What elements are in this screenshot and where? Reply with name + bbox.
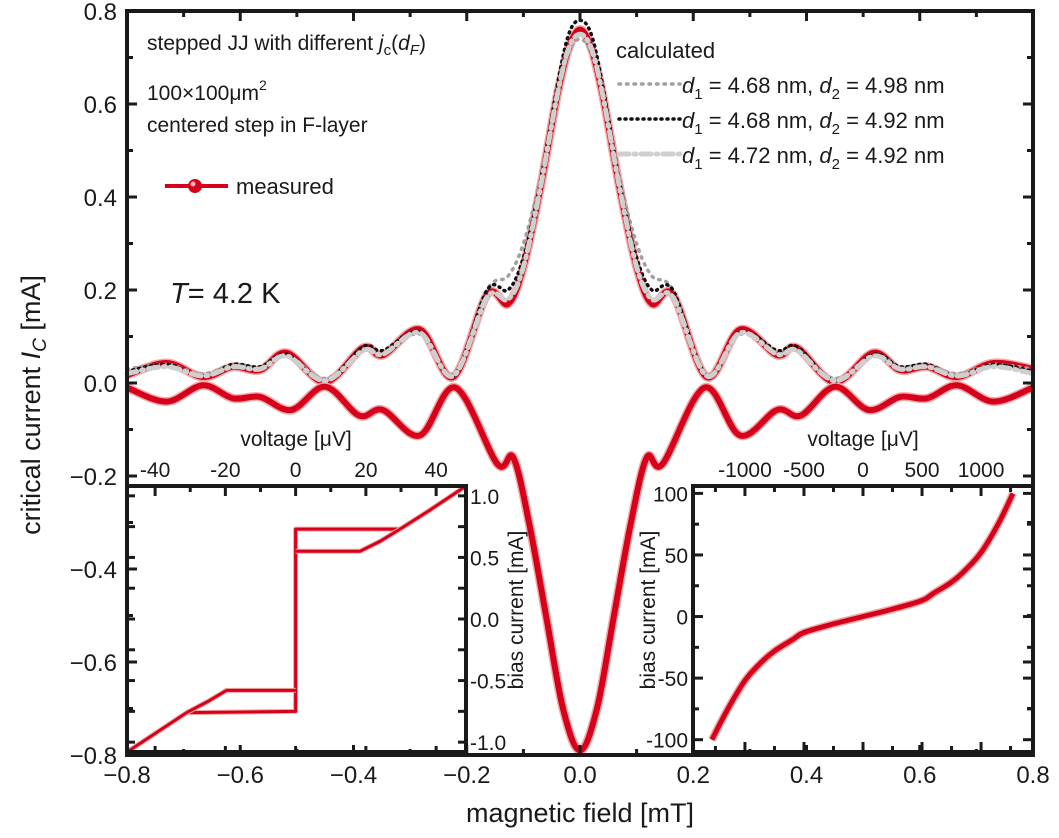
calculated-series-1-line — [125, 37, 1035, 381]
inset-left-x-tick-label: -20 — [210, 459, 240, 482]
inset-measured-line-2 — [295, 527, 401, 553]
legend-calculated-title: calculated — [616, 38, 715, 63]
inset-right-iv-curve — [693, 486, 1033, 752]
x-tick-label: 0.0 — [563, 762, 596, 789]
legend-measured-label: measured — [236, 174, 334, 199]
legend-measured: measured — [165, 174, 334, 199]
inset-left-x-title: voltage [μV] — [240, 428, 351, 451]
x-axis-title: magnetic field [mT] — [466, 798, 694, 828]
inset-left-y-title: bias current [mA] — [505, 531, 528, 690]
inset-right-x-tick-label: 1000 — [958, 459, 1005, 482]
inset-left-iv-curve — [125, 483, 468, 755]
y-tick-label: −0.2 — [70, 464, 117, 491]
inset-left-y-tick-label: 0.5 — [470, 547, 499, 570]
y-tick-label: −0.4 — [70, 557, 117, 584]
legend-calculated: calculated d1 = 4.68 nm, d2 = 4.98 nm d1… — [616, 38, 945, 173]
annotation-step: centered step in F-layer — [147, 114, 368, 137]
legend-measured-marker — [188, 179, 202, 193]
x-tick-label: 0.2 — [677, 762, 710, 789]
y-tick-label: −0.6 — [70, 650, 117, 677]
x-tick-label: 0.6 — [903, 762, 936, 789]
x-tick-label: −0.6 — [217, 762, 264, 789]
x-tick-label: 0.4 — [790, 762, 823, 789]
y-tick-label: 0.2 — [84, 278, 117, 305]
inset-left-x-tick-label: -40 — [140, 459, 170, 482]
y-tick-label: −0.8 — [70, 743, 117, 770]
x-tick-label: −0.4 — [330, 762, 377, 789]
legend-label-calc3: d1 = 4.72 nm, d2 = 4.92 nm — [682, 143, 945, 173]
inset-right-y-title: bias current [mA] — [637, 531, 660, 690]
inset-measured-line-0 — [709, 492, 1016, 741]
x-tick-label: 0.8 — [1016, 762, 1049, 789]
inset-right-y-tick-label: -100 — [646, 730, 688, 753]
inset-right-x-tick-label: 500 — [905, 459, 940, 482]
inset-left-y-tick-label: -0.5 — [470, 671, 506, 694]
inset-left-x-tick-label: 20 — [354, 459, 377, 482]
legend-label-calc2: d1 = 4.68 nm, d2 = 4.92 nm — [682, 108, 945, 138]
legend-label-calc1: d1 = 4.68 nm, d2 = 4.98 nm — [682, 73, 945, 103]
inset-left-x-tick-label: 0 — [290, 459, 302, 482]
inset-right-y-tick-label: 0 — [676, 607, 688, 630]
annotation-title: stepped JJ with different jc(dF) — [147, 32, 426, 59]
inset-right-x-tick-label: 0 — [857, 459, 869, 482]
inset-left-y-tick-label: -1.0 — [470, 732, 506, 755]
inset-measured-line-0 — [126, 484, 467, 754]
y-tick-label: 0.6 — [84, 92, 117, 119]
inset-right-y-tick-label: 50 — [665, 545, 688, 568]
x-tick-label: −0.8 — [103, 762, 150, 789]
inset-right-x-title: voltage [μV] — [807, 428, 918, 451]
y-axis-title: critical current IC [mA] — [16, 275, 51, 535]
axes: −0.8 −0.6 −0.4 −0.2 0.0 0.2 0.4 0.6 0.8 −0.8 −0.6 −… — [70, 0, 1050, 789]
inset-right-x-tick-label: -500 — [783, 459, 825, 482]
y-tick-label: 0.4 — [84, 185, 117, 212]
calculated-series-3-line — [124, 31, 1036, 384]
inset-right-y-tick-label: 100 — [653, 483, 688, 506]
inset-left-x-tick-label: 40 — [424, 459, 447, 482]
annotation-temperature: T= 4.2 K — [170, 278, 281, 310]
inset-measured-line-1 — [186, 688, 296, 714]
y-tick-label: 0.8 — [84, 0, 117, 26]
inset-right-y-tick-label: -50 — [658, 668, 688, 691]
inset-right-x-tick-label: -1000 — [718, 459, 772, 482]
inset-left-y-tick-label: 1.0 — [470, 486, 499, 509]
legend-marker-highlight — [190, 181, 196, 187]
x-tick-label: −0.2 — [443, 762, 490, 789]
annotation-size: 100×100μm2 — [147, 77, 267, 105]
inset-left-y-tick-label: 0.0 — [470, 609, 499, 632]
y-tick-label: 0.0 — [84, 371, 117, 398]
